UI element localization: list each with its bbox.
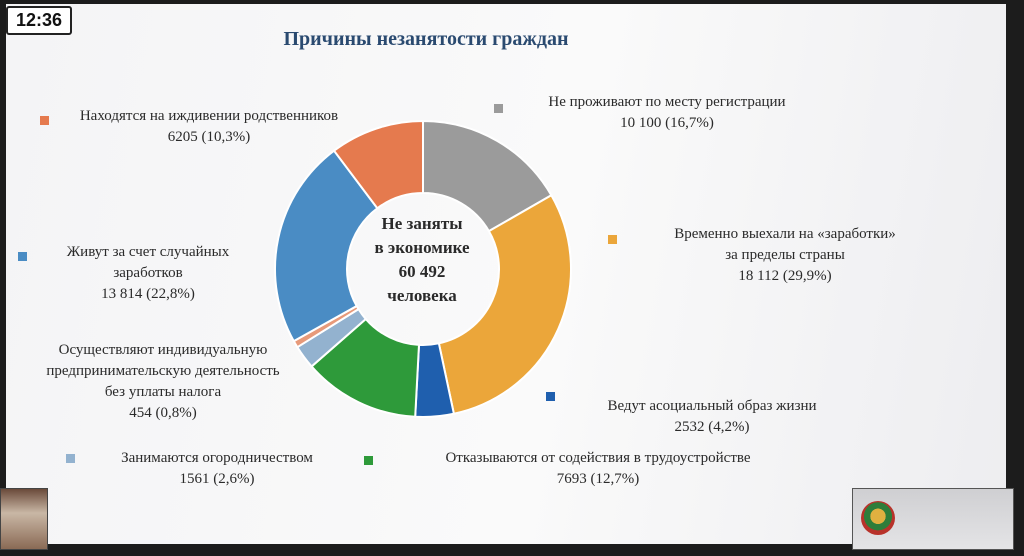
label-value: 10 100 (16,7%) — [620, 115, 714, 131]
label-text: Временно выехали на «заработки» — [674, 226, 896, 242]
legend-swatch-green — [364, 456, 373, 465]
label-text: Не проживают по месту регистрации — [548, 94, 786, 110]
video-thumbnail-emblem — [852, 488, 1014, 550]
center-line-2: в экономике — [374, 238, 470, 257]
label-asocial: Ведут асоциальный образ жизни 2532 (4,2%… — [562, 396, 862, 438]
label-gardening: Занимаются огородничеством 1561 (2,6%) — [82, 448, 352, 490]
label-text: предпринимательскую деятельность — [46, 363, 280, 379]
legend-swatch-lightblue — [66, 454, 75, 463]
legend-swatch-blue — [546, 392, 555, 401]
legend-swatch-gray — [494, 104, 503, 113]
clock: 12:36 — [6, 6, 73, 35]
label-text: Занимаются огородничеством — [121, 450, 313, 466]
label-value: 6205 (10,3%) — [167, 129, 251, 145]
chart-title: Причины незанятости граждан — [283, 28, 569, 50]
label-text: Ведут асоциальный образ жизни — [607, 398, 817, 414]
label-text: Живут за счет случайных — [66, 244, 230, 260]
presentation-screen: Причины незанятости граждан Не заняты в … — [6, 4, 1006, 544]
donut-slice-0 — [422, 119, 553, 233]
label-abroad: Временно выехали на «заработки» за преде… — [620, 224, 950, 287]
label-entrepreneurs: Осуществляют индивидуальную предпринимат… — [8, 340, 318, 424]
label-text: за пределы страны — [725, 247, 845, 263]
label-value: 2532 (4,2%) — [674, 419, 750, 435]
label-dependents: Находятся на иждивении родственников 620… — [54, 106, 364, 148]
label-value: 13 814 (22,8%) — [101, 286, 195, 302]
label-refuse: Отказываются от содействия в трудоустрой… — [378, 448, 818, 490]
donut-slice-6 — [274, 149, 379, 343]
donut-chart — [274, 119, 572, 418]
label-value: 18 112 (29,9%) — [738, 268, 832, 284]
video-thumbnail-participants — [0, 488, 48, 550]
label-text: Отказываются от содействия в трудоустрой… — [445, 450, 751, 466]
center-line-1: Не заняты — [381, 214, 463, 233]
center-line-4: человека — [387, 286, 457, 305]
legend-swatch-yellow — [608, 235, 617, 244]
legend-swatch-steelblue — [18, 252, 27, 261]
label-text: без уплаты налога — [104, 384, 222, 400]
label-value: 7693 (12,7%) — [556, 471, 640, 487]
label-value: 454 (0,8%) — [129, 405, 197, 421]
label-text: Осуществляют индивидуальную — [58, 342, 268, 358]
label-value: 1561 (2,6%) — [179, 471, 255, 487]
label-random-jobs: Живут за счет случайных заработков 13 81… — [32, 242, 264, 305]
label-text: Находятся на иждивении родственников — [79, 108, 339, 124]
donut-slice-7 — [332, 119, 424, 210]
label-not-living: Не проживают по месту регистрации 10 100… — [512, 92, 822, 134]
donut-center-text: Не заняты в экономике 60 492 человека — [350, 212, 494, 308]
label-text: заработков — [113, 265, 183, 281]
emblem-icon — [861, 501, 895, 535]
legend-swatch-orange — [40, 116, 49, 125]
center-line-3: 60 492 — [398, 262, 446, 281]
donut-slice-1 — [437, 193, 572, 415]
